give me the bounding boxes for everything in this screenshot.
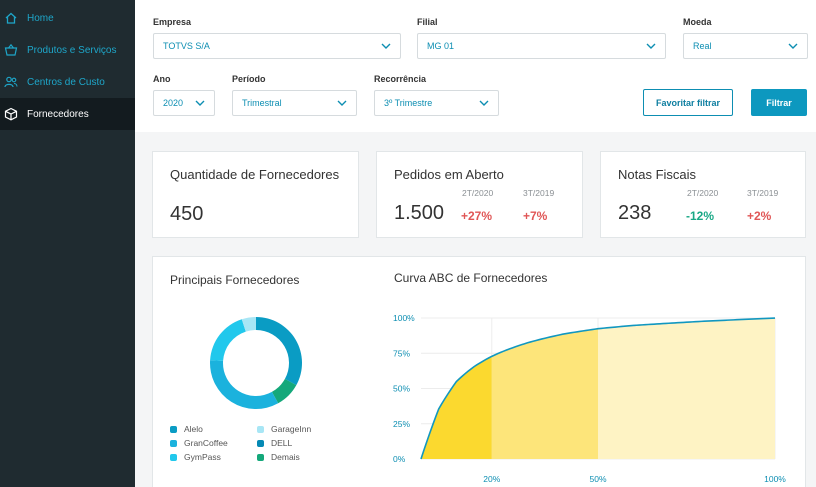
comparison-delta: +7% [523, 209, 548, 223]
comparison-delta: -12% [686, 209, 715, 223]
comparison-delta: +27% [461, 209, 493, 223]
comparison-period: 2T/2020 [687, 188, 719, 198]
home-icon [4, 11, 18, 25]
donut-slice-grancoffee [210, 360, 279, 409]
recorrencia-value: 3º Trimestre [384, 98, 433, 108]
sidebar-item-produtos[interactable]: Produtos e Serviços [0, 34, 135, 66]
legend-item-garageinn: GarageInn [257, 424, 311, 434]
legend-label: Demais [271, 452, 300, 462]
legend-swatch [257, 425, 264, 433]
abc-band-2 [491, 328, 598, 459]
comparison-period: 3T/2019 [523, 188, 555, 198]
chevron-down-icon [381, 43, 391, 49]
moeda-select[interactable]: Real [683, 33, 808, 59]
legend-item-gympass: GymPass [170, 452, 221, 462]
comparison-period: 2T/2020 [462, 188, 494, 198]
ano-label: Ano [153, 74, 171, 84]
legend-label: GranCoffee [184, 438, 228, 448]
basket-icon [4, 43, 18, 57]
y-tick-label: 25% [393, 419, 410, 429]
kpi-card-pedidos: Pedidos em Aberto 1.500 2T/2020 +27% 3T/… [376, 151, 583, 238]
legend-label: Alelo [184, 424, 203, 434]
x-tick-label: 50% [589, 474, 606, 484]
filtrar-button[interactable]: Filtrar [751, 89, 807, 116]
y-tick-label: 0% [393, 454, 406, 464]
recorrencia-select[interactable]: 3º Trimestre [374, 90, 499, 116]
box-icon [4, 107, 18, 121]
comparison-delta: +2% [747, 209, 772, 223]
comparison-period: 3T/2019 [747, 188, 779, 198]
legend-item-alelo: Alelo [170, 424, 203, 434]
principais-title: Principais Fornecedores [170, 273, 300, 287]
sidebar-item-label: Produtos e Serviços [27, 44, 117, 56]
chevron-down-icon [646, 43, 656, 49]
legend-item-dell: DELL [257, 438, 292, 448]
moeda-value: Real [693, 41, 712, 51]
legend-label: GymPass [184, 452, 221, 462]
charts-panel: Principais Fornecedores Alelo GarageInn … [152, 256, 806, 487]
filial-label: Filial [417, 17, 438, 27]
empresa-select[interactable]: TOTVS S/A [153, 33, 401, 59]
curva-abc-title: Curva ABC de Fornecedores [394, 271, 548, 285]
kpi-title: Pedidos em Aberto [394, 167, 504, 182]
chevron-down-icon [337, 100, 347, 106]
legend-swatch [170, 439, 177, 447]
ano-value: 2020 [163, 98, 184, 108]
favoritar-filtrar-button[interactable]: Favoritar filtrar [643, 89, 733, 116]
recorrencia-label: Recorrência [374, 74, 427, 84]
periodo-select[interactable]: Trimestral [232, 90, 357, 116]
sidebar-item-centros[interactable]: Centros de Custo [0, 66, 135, 98]
abc-curve-chart: 100% 75% 50% 25% 0% 20% 50% 100% [393, 313, 786, 484]
legend-item-grancoffee: GranCoffee [170, 438, 228, 448]
x-tick-label: 20% [483, 474, 500, 484]
y-tick-label: 100% [393, 313, 415, 323]
y-tick-label: 75% [393, 348, 410, 358]
sidebar-item-label: Home [27, 12, 54, 24]
x-tick-label: 100% [764, 474, 786, 484]
chevron-down-icon [195, 100, 205, 106]
legend-item-demais: Demais [257, 452, 300, 462]
kpi-value: 1.500 [394, 202, 445, 224]
kpi-title: Notas Fiscais [618, 167, 697, 182]
abc-band-1 [421, 356, 492, 459]
donut-slice-demais [271, 378, 297, 404]
abc-band-3 [598, 318, 775, 459]
kpi-title: Quantidade de Fornecedores [170, 167, 340, 182]
moeda-label: Moeda [683, 17, 712, 27]
legend-swatch [170, 425, 177, 433]
kpi-card-notas: Notas Fiscais 238 2T/2020 -12% 3T/2019 +… [600, 151, 806, 238]
legend-label: GarageInn [271, 424, 312, 434]
legend-swatch [257, 439, 264, 447]
sidebar-item-home[interactable]: Home [0, 2, 135, 34]
chevron-down-icon [788, 43, 798, 49]
donut-chart [210, 317, 302, 409]
users-icon [4, 75, 18, 89]
chevron-down-icon [479, 100, 489, 106]
donut-slice-alelo [256, 317, 302, 386]
filial-value: MG 01 [427, 41, 455, 51]
kpi-value: 450 [170, 203, 204, 225]
donut-slice-gympass [210, 319, 246, 361]
sidebar-item-label: Fornecedores [27, 108, 89, 120]
kpi-card-fornecedores: Quantidade de Fornecedores 450 [152, 151, 359, 238]
sidebar: Home Produtos e Serviços Centros de Cust… [0, 0, 135, 487]
sidebar-item-label: Centros de Custo [27, 76, 105, 88]
filial-select[interactable]: MG 01 [417, 33, 666, 59]
periodo-value: Trimestral [242, 98, 282, 108]
empresa-label: Empresa [153, 17, 192, 27]
abc-curve-line [420, 317, 776, 460]
kpi-value: 238 [618, 202, 652, 224]
legend-swatch [257, 453, 264, 461]
sidebar-item-fornecedores[interactable]: Fornecedores [0, 98, 135, 130]
donut-slice-garageinn [241, 317, 256, 332]
legend-label: DELL [271, 438, 293, 448]
filter-bar: Empresa TOTVS S/A Filial MG 01 Moeda Rea… [135, 0, 816, 132]
y-tick-label: 50% [393, 384, 410, 394]
empresa-value: TOTVS S/A [163, 41, 210, 51]
ano-select[interactable]: 2020 [153, 90, 215, 116]
legend-swatch [170, 453, 177, 461]
periodo-label: Período [232, 74, 266, 84]
